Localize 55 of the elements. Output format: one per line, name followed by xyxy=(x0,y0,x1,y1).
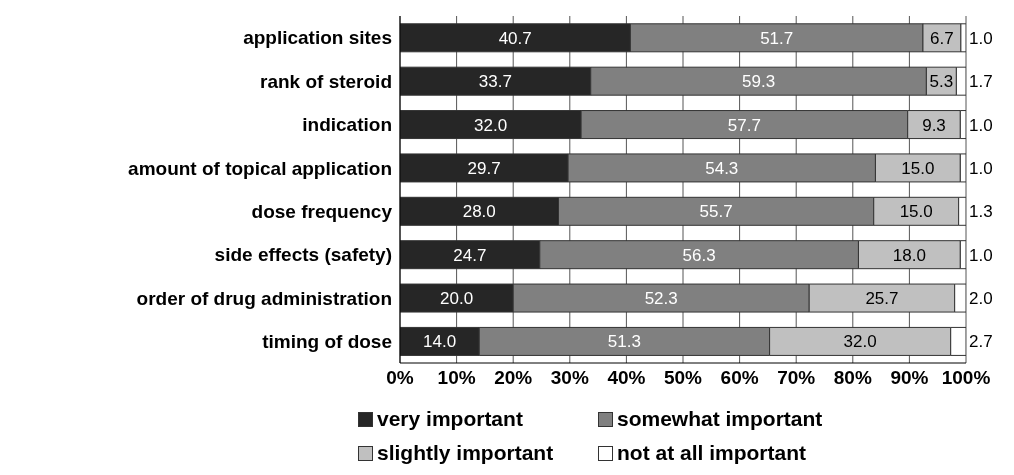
data-label: 25.7 xyxy=(865,289,899,309)
x-tick-label: 20% xyxy=(494,367,533,389)
data-label: 20.0 xyxy=(440,289,474,309)
data-label: 59.3 xyxy=(742,72,776,92)
data-label: 51.3 xyxy=(607,332,641,352)
data-label: 28.0 xyxy=(462,202,496,222)
data-label: 1.0 xyxy=(969,28,993,48)
data-label: 15.0 xyxy=(901,158,935,178)
data-label: 1.0 xyxy=(969,115,993,135)
data-label: 1.7 xyxy=(969,72,993,92)
x-tick-label: 80% xyxy=(833,367,872,389)
data-label: 33.7 xyxy=(478,72,512,92)
data-label: 1.3 xyxy=(969,202,993,222)
x-tick-label: 40% xyxy=(607,367,646,389)
x-tick-label: 60% xyxy=(720,367,759,389)
y-tick-label: timing of dose xyxy=(262,331,392,353)
data-label: 29.7 xyxy=(467,158,501,178)
data-label: 32.0 xyxy=(474,115,508,135)
x-tick-label: 10% xyxy=(437,367,476,389)
data-label: 1.0 xyxy=(969,245,993,265)
data-label: 9.3 xyxy=(922,115,946,135)
legend-label: slightly important xyxy=(377,441,554,465)
data-label: 6.7 xyxy=(930,28,954,48)
data-label: 5.3 xyxy=(929,72,954,92)
data-label: 40.7 xyxy=(498,28,532,48)
data-label: 1.0 xyxy=(969,158,993,178)
x-tick-label: 50% xyxy=(663,367,703,389)
legend-label: very important xyxy=(377,407,523,431)
data-label: 56.3 xyxy=(682,245,716,265)
y-tick-label: dose frequency xyxy=(251,200,393,222)
data-label: 51.7 xyxy=(760,28,794,48)
y-tick-label: indication xyxy=(302,114,392,136)
data-label: 57.7 xyxy=(727,115,761,135)
x-tick-label: 70% xyxy=(777,367,816,389)
y-tick-label: rank of steroid xyxy=(260,70,392,92)
y-tick-label: order of drug administration xyxy=(136,287,392,309)
y-tick-label: amount of topical application xyxy=(128,157,392,179)
x-tick-label: 0% xyxy=(386,367,414,389)
y-tick-label: application sites xyxy=(243,27,392,49)
y-tick-label: side effects (safety) xyxy=(214,244,392,266)
x-tick-label: 30% xyxy=(550,367,589,389)
data-label: 24.7 xyxy=(453,245,487,265)
data-label: 54.3 xyxy=(705,158,739,178)
data-label: 18.0 xyxy=(892,245,926,265)
data-label: 2.0 xyxy=(969,289,993,309)
data-label: 2.7 xyxy=(969,332,993,352)
x-tick-label: 90% xyxy=(890,367,929,389)
data-label: 52.3 xyxy=(644,289,678,309)
data-label: 32.0 xyxy=(843,332,877,352)
legend-label: somewhat important xyxy=(617,407,823,431)
data-label: 55.7 xyxy=(699,202,733,222)
legend-label: not at all important xyxy=(617,441,806,465)
data-label: 14.0 xyxy=(423,332,457,352)
x-tick-label: 100% xyxy=(941,367,991,389)
data-label: 15.0 xyxy=(899,202,933,222)
